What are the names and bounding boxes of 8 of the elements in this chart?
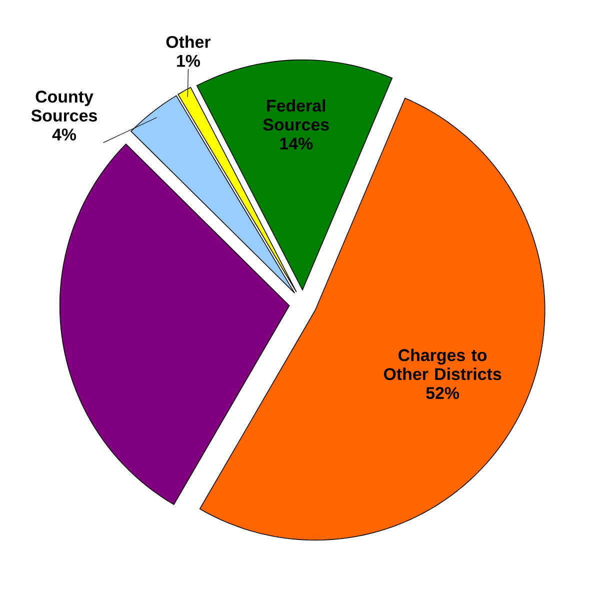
slice-label: Charges to Other Districts (384, 348, 502, 380)
slice-label: Federal Sources (263, 99, 329, 131)
slice-label: County Sources (31, 90, 97, 122)
data-label: 14% (280, 138, 313, 150)
slice-label: Other (166, 36, 211, 48)
data-label: 1% (177, 54, 200, 67)
data-label: 4% (52, 128, 76, 140)
data-label: 52% (426, 387, 460, 400)
